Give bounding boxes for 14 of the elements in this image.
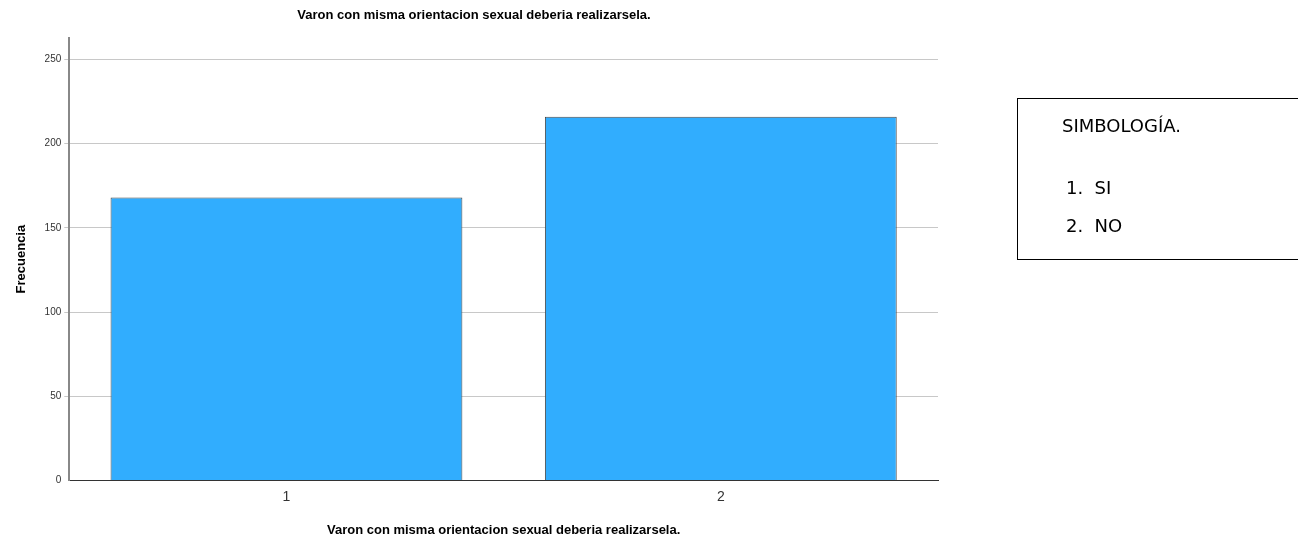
x-tick-label: 2 — [716, 487, 725, 504]
y-tick-label: 50 — [50, 390, 62, 402]
text: 2. NO — [1066, 215, 1123, 236]
chart-title: Varon con misma orientacion sexual deberia realizarsela. — [297, 7, 651, 23]
x-axis-title: Varon con misma orientacion sexual deberia realizarsela. — [326, 521, 681, 537]
text: 1. SI — [1066, 177, 1112, 198]
y-tick-label: 200 — [44, 137, 62, 149]
text: SIMBOLOGÍA. — [1062, 115, 1181, 136]
y-axis-title: Frecuencia — [13, 224, 29, 294]
y-tick-label: 250 — [44, 53, 62, 65]
y-tick-label: 100 — [44, 305, 62, 317]
x-tick-label: 1 — [282, 487, 291, 504]
y-tick-label: 150 — [44, 221, 62, 233]
y-tick-label: 0 — [55, 474, 62, 486]
